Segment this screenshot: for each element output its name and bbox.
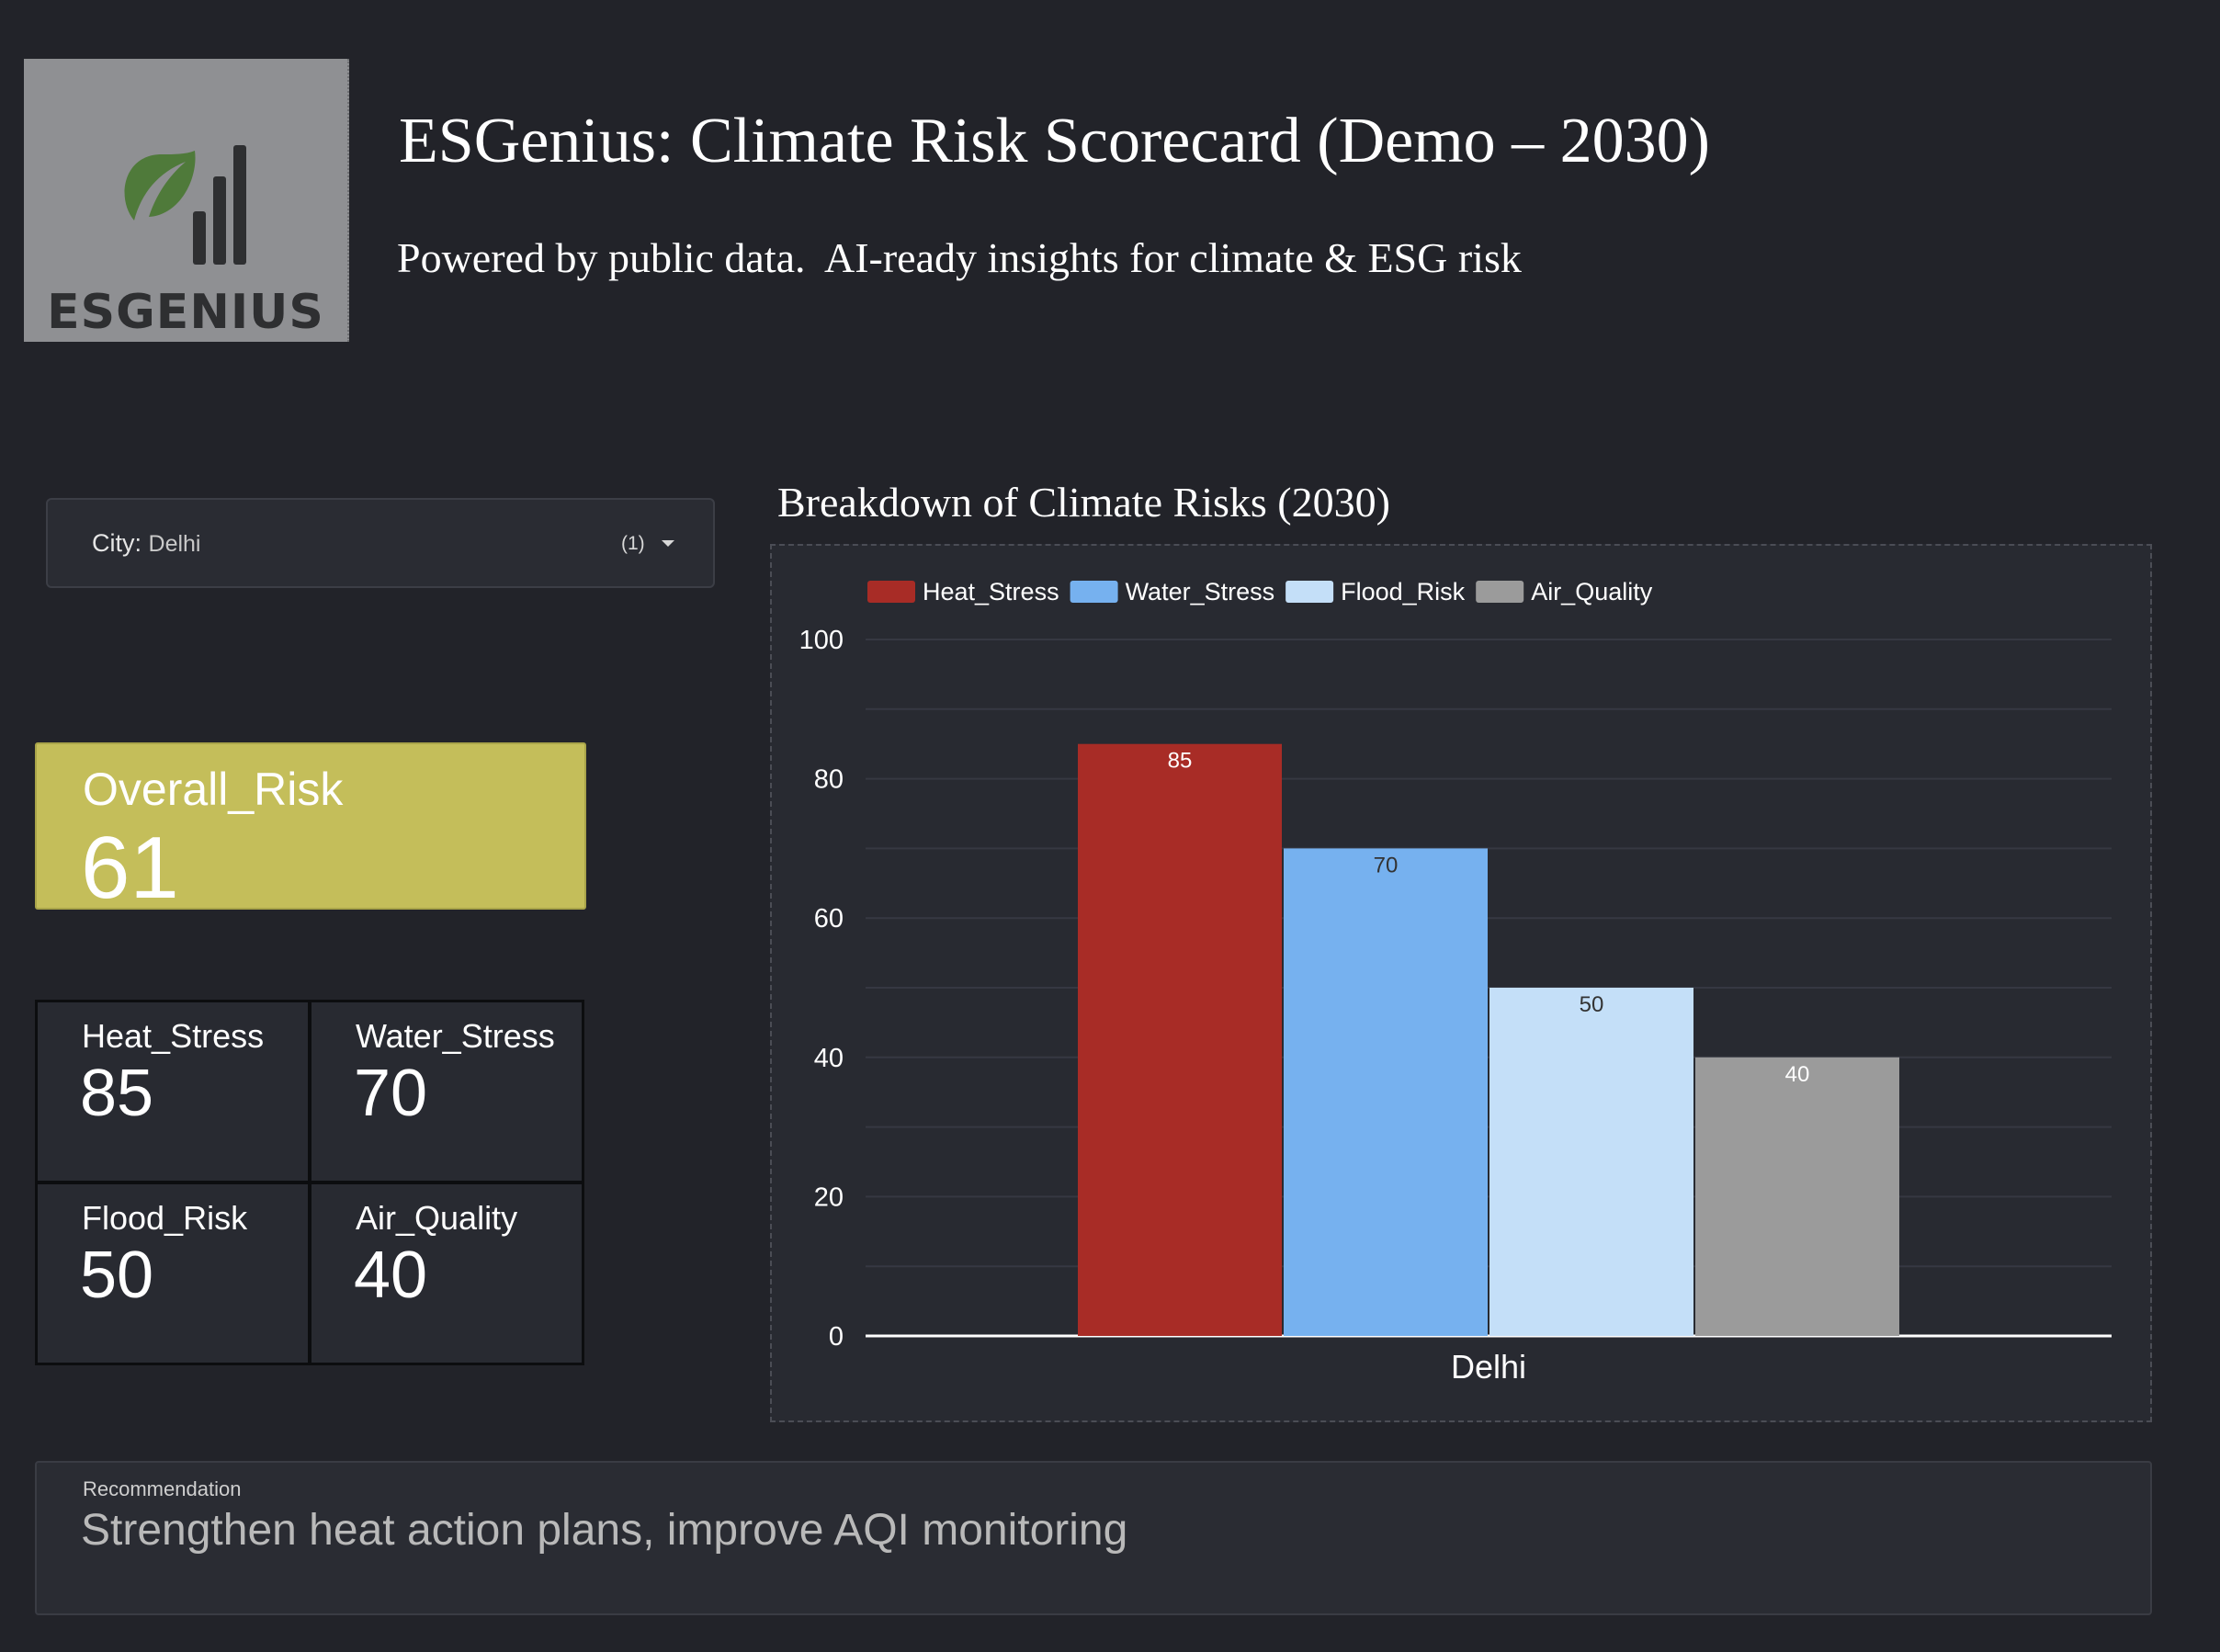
metric-value: 85 bbox=[80, 1057, 154, 1130]
y-tick-label: 60 bbox=[814, 904, 844, 933]
y-tick-label: 20 bbox=[814, 1182, 844, 1212]
leaf-bars-logo-icon bbox=[124, 145, 246, 265]
y-tick-label: 0 bbox=[829, 1322, 844, 1352]
bar-water-stress bbox=[1284, 848, 1488, 1336]
overall-risk-card: Overall_Risk 61 bbox=[35, 742, 586, 917]
legend-swatch bbox=[867, 581, 915, 603]
chart-title: Breakdown of Climate Risks (2030) bbox=[777, 479, 1390, 526]
recommendation-label: Recommendation bbox=[83, 1477, 242, 1500]
logo-text: ESGENIUS bbox=[47, 285, 324, 340]
bar-data-label: 85 bbox=[1168, 749, 1193, 774]
chevron-down-icon[interactable] bbox=[662, 540, 674, 547]
legend-entry: Flood_Risk bbox=[1341, 578, 1466, 605]
city-filter-count: (1) bbox=[621, 533, 645, 554]
page-subtitle: Powered by public data. AI-ready insight… bbox=[397, 234, 1522, 281]
metric-value: 50 bbox=[80, 1239, 154, 1312]
metric-label: Heat_Stress bbox=[82, 1017, 265, 1055]
bar-data-label: 50 bbox=[1580, 992, 1604, 1017]
air-quality-card: Air_Quality 40 bbox=[309, 1182, 584, 1365]
legend-swatch bbox=[1476, 581, 1524, 603]
legend-swatch bbox=[1070, 581, 1118, 603]
legend-entry: Heat_Stress bbox=[923, 578, 1059, 605]
bar-heat-stress bbox=[1078, 743, 1282, 1336]
y-tick-label: 100 bbox=[799, 626, 844, 655]
logo: ESGENIUS bbox=[24, 59, 349, 342]
city-filter-label: City: Delhi bbox=[92, 529, 201, 557]
climate-risk-bar-chart[interactable]: 0 20 40 60 80 100 85 70 50 40 Delhi Heat_Stress Wate… bbox=[770, 544, 2152, 1422]
metric-label: Air_Quality bbox=[356, 1199, 518, 1237]
water-stress-card: Water_Stress 70 bbox=[309, 1000, 584, 1183]
bar-flood-risk bbox=[1489, 988, 1693, 1336]
metric-label: Flood_Risk bbox=[82, 1199, 248, 1237]
overall-risk-value: 61 bbox=[81, 819, 179, 917]
bar-air-quality bbox=[1695, 1057, 1899, 1336]
chart-canvas: 0 20 40 60 80 100 85 70 50 40 Delhi Heat_Stress Wate… bbox=[799, 578, 2112, 1386]
legend-swatch bbox=[1286, 581, 1334, 603]
overall-risk-label: Overall_Risk bbox=[83, 764, 344, 815]
metric-value: 40 bbox=[354, 1239, 428, 1312]
city-filter-dropdown[interactable]: City: Delhi (1) bbox=[46, 498, 715, 588]
bar-data-label: 40 bbox=[1785, 1062, 1810, 1087]
flood-risk-card: Flood_Risk 50 bbox=[35, 1182, 311, 1365]
page-title: ESGenius: Climate Risk Scorecard (Demo –… bbox=[399, 106, 1710, 176]
y-tick-label: 40 bbox=[814, 1044, 844, 1073]
metric-scorecards: Heat_Stress 85 Water_Stress 70 Flood_Ris… bbox=[35, 1000, 586, 1367]
legend-entry: Air_Quality bbox=[1531, 578, 1653, 605]
y-tick-label: 80 bbox=[814, 765, 844, 795]
x-category-label: Delhi bbox=[1451, 1348, 1526, 1386]
bar-data-label: 70 bbox=[1374, 853, 1399, 877]
heat-stress-card: Heat_Stress 85 bbox=[35, 1000, 311, 1183]
recommendation-text: Strengthen heat action plans, improve AQ… bbox=[81, 1506, 1128, 1555]
city-filter-value: Delhi bbox=[148, 531, 201, 557]
metric-value: 70 bbox=[354, 1057, 428, 1130]
recommendation-card: Recommendation Strengthen heat action pl… bbox=[35, 1461, 2152, 1615]
legend-entry: Water_Stress bbox=[1126, 578, 1275, 605]
metric-label: Water_Stress bbox=[356, 1017, 555, 1055]
